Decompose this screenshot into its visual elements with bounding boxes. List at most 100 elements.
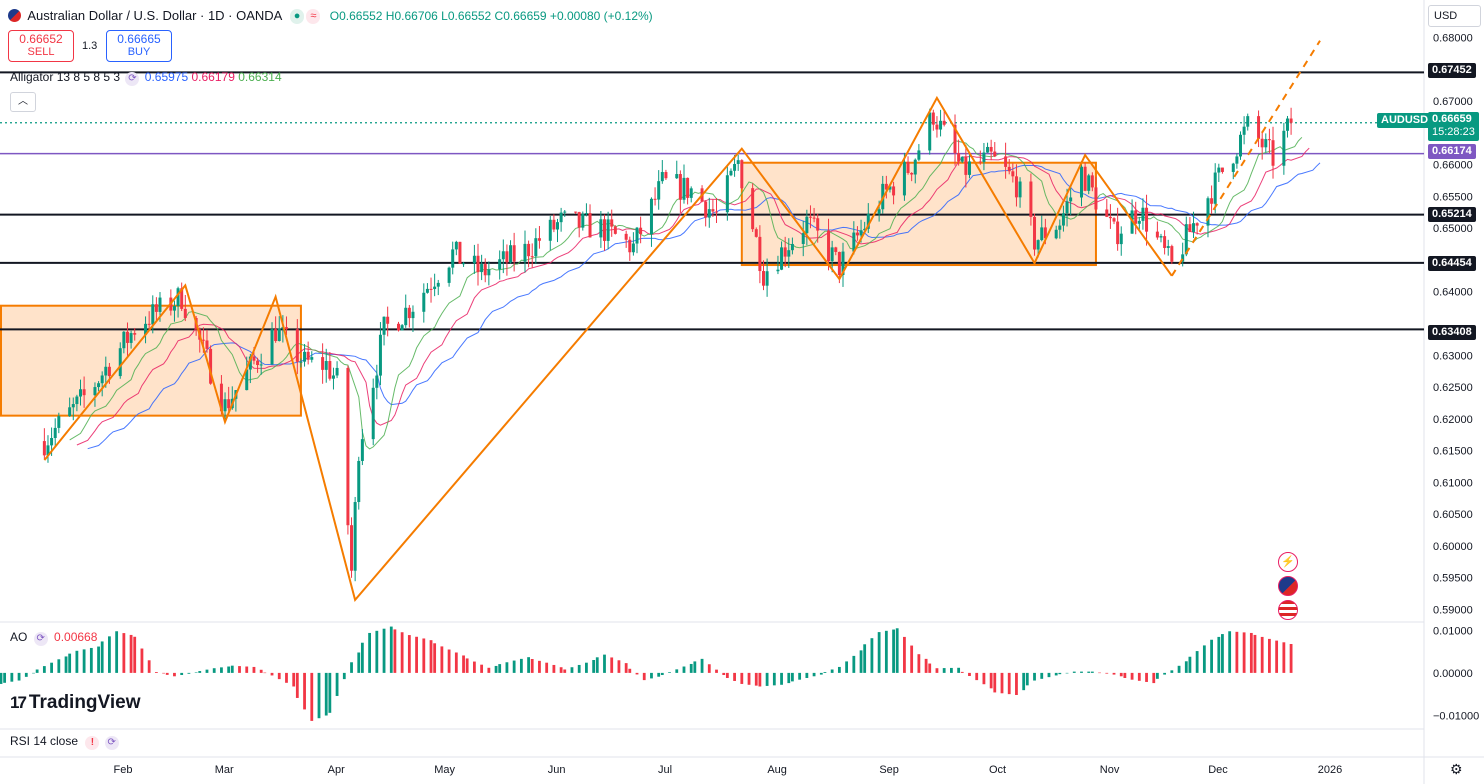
ao-bar xyxy=(563,669,567,673)
collapse-legend-button[interactable]: ︿ xyxy=(10,92,36,112)
candle-body xyxy=(834,247,838,252)
candle-body xyxy=(1289,118,1293,123)
time-axis-label: Nov xyxy=(1100,764,1120,776)
candle-body xyxy=(816,218,820,231)
flag-icon xyxy=(8,9,21,22)
ao-bar xyxy=(317,672,321,719)
candle-body xyxy=(310,357,314,360)
ao-bar xyxy=(837,666,841,673)
candle-body xyxy=(913,159,917,175)
candle-body xyxy=(451,249,455,268)
candle-body xyxy=(628,239,632,253)
lightning-icon[interactable]: ⚡ xyxy=(1278,552,1298,572)
candle-body xyxy=(1242,126,1246,135)
ao-bar xyxy=(845,661,849,673)
ao-legend[interactable]: AO ⟳ 0.00668 xyxy=(10,629,97,646)
ao-bar xyxy=(1184,661,1188,673)
ao-bar xyxy=(1235,631,1239,673)
ao-bar xyxy=(538,660,541,673)
countdown-value: 15:28:23 xyxy=(1432,126,1475,138)
candle-body xyxy=(1134,210,1138,224)
ao-bar xyxy=(585,662,588,673)
time-axis-label: Dec xyxy=(1208,764,1228,776)
ao-bar xyxy=(310,672,314,721)
candle-body xyxy=(635,227,639,244)
candle-body xyxy=(910,172,914,175)
candle-body xyxy=(353,502,357,571)
candle-body xyxy=(906,161,910,173)
ao-bar xyxy=(917,654,921,673)
candle-body xyxy=(1235,156,1239,164)
gear-icon[interactable]: ⚙ xyxy=(1450,761,1463,777)
candle-body xyxy=(483,264,487,276)
ao-bar xyxy=(758,672,762,687)
ao-bar xyxy=(75,650,79,673)
ao-bar xyxy=(1137,672,1141,681)
ao-bar xyxy=(1087,671,1091,673)
alligator-legend[interactable]: Alligator 13 8 5 8 5 3 ⟳ 0.65975 0.66179… xyxy=(10,69,282,86)
buy-label: BUY xyxy=(127,46,151,58)
candle-body xyxy=(422,292,426,312)
ao-bar xyxy=(1072,671,1076,673)
candle-body xyxy=(284,327,288,330)
ao-bar xyxy=(1054,672,1058,676)
ao-bar xyxy=(227,666,231,673)
candle-body xyxy=(245,369,249,391)
refresh-icon[interactable]: ⟳ xyxy=(125,72,140,86)
ao-bar xyxy=(389,626,393,673)
ao-bar xyxy=(747,672,751,685)
candle-body xyxy=(736,160,740,164)
ao-bar xyxy=(693,661,697,673)
buy-button[interactable]: 0.66665 BUY xyxy=(106,30,172,62)
ao-bar xyxy=(892,629,895,673)
candle-body xyxy=(1036,240,1040,250)
ao-bar xyxy=(115,631,119,673)
rsi-label: RSI 14 close xyxy=(10,734,79,748)
ao-bar xyxy=(230,665,234,673)
candle-body xyxy=(100,375,104,384)
candle-body xyxy=(378,334,382,376)
currency-selector[interactable]: USD xyxy=(1428,5,1481,27)
candle-body xyxy=(256,360,260,366)
candle-body xyxy=(577,212,581,228)
ao-bar xyxy=(668,672,671,673)
au-event-icon[interactable] xyxy=(1278,576,1298,596)
ao-bar xyxy=(220,667,223,673)
ao-bar xyxy=(884,630,888,673)
ao-bar xyxy=(1163,672,1167,675)
candle-body xyxy=(172,306,176,311)
time-axis-label: Sep xyxy=(879,764,899,776)
candle-body xyxy=(505,251,509,263)
market-status-pill[interactable]: ● xyxy=(289,9,305,25)
time-axis-label: Oct xyxy=(989,764,1006,776)
candle-body xyxy=(715,211,719,213)
ao-refresh-icon[interactable]: ⟳ xyxy=(33,632,48,646)
us-event-icon[interactable] xyxy=(1278,600,1298,620)
candle-body xyxy=(154,304,158,312)
candle-body xyxy=(574,211,578,213)
tradingview-logo[interactable]: 17 TradingView xyxy=(10,692,141,714)
candle-body xyxy=(147,323,151,325)
rsi-refresh-icon[interactable]: ⟳ xyxy=(104,736,119,750)
candle-body xyxy=(386,316,390,324)
candle-body xyxy=(917,150,921,160)
ao-bar xyxy=(545,662,549,673)
candle-body xyxy=(942,120,946,125)
candle-body xyxy=(259,364,263,366)
symbol-legend[interactable]: Australian Dollar / U.S. Dollar · 1D · O… xyxy=(8,8,653,25)
ao-bar xyxy=(787,672,791,684)
ao-bar xyxy=(429,640,433,673)
rsi-legend[interactable]: RSI 14 close ! ⟳ xyxy=(10,733,119,750)
candle-body xyxy=(534,238,538,257)
ao-bar xyxy=(498,664,502,673)
ao-bar xyxy=(129,634,133,673)
candle-body xyxy=(711,209,715,212)
warning-icon[interactable]: ! xyxy=(85,736,100,750)
candle-body xyxy=(487,269,491,276)
candle-body xyxy=(447,267,451,283)
ao-bar xyxy=(1268,638,1271,673)
sell-button[interactable]: 0.66652 SELL xyxy=(8,30,74,62)
alert-pill[interactable]: ≈ xyxy=(306,9,321,25)
